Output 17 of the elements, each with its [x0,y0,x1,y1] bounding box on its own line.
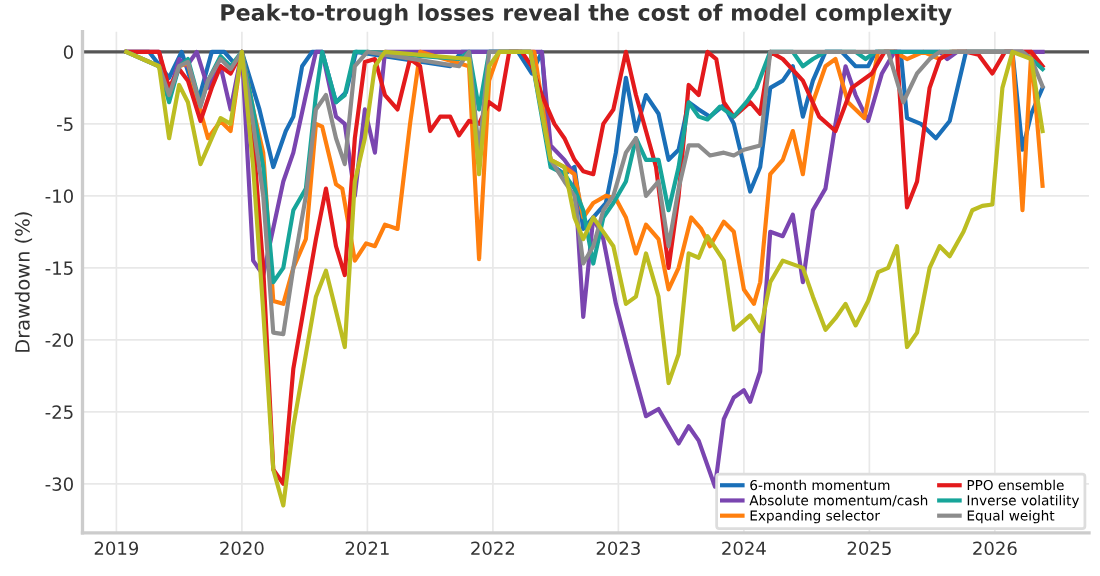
y-tick-label: -20 [45,333,73,347]
chart-title: Peak-to-trough losses reveal the cost of model complexity [221,3,952,26]
x-tick-label: 2022 [471,541,515,556]
y-tick-label: -30 [45,477,73,491]
y-axis-title: Drawdown (%) [14,212,33,352]
x-tick-label: 2021 [345,541,389,556]
x-tick-label: 2025 [847,541,891,556]
x-tick-label: 2023 [596,541,640,556]
y-tick-label: -10 [45,189,73,203]
x-tick-label: 2019 [94,541,139,556]
x-tick-label: 2024 [722,541,766,556]
x-tick-label: 2020 [220,541,264,556]
y-tick-label: -5 [57,117,73,131]
y-tick-label: -15 [45,261,73,275]
y-tick-label: 0 [63,45,73,59]
y-tick-label: -25 [45,405,73,419]
x-tick-label: 2026 [973,541,1017,556]
